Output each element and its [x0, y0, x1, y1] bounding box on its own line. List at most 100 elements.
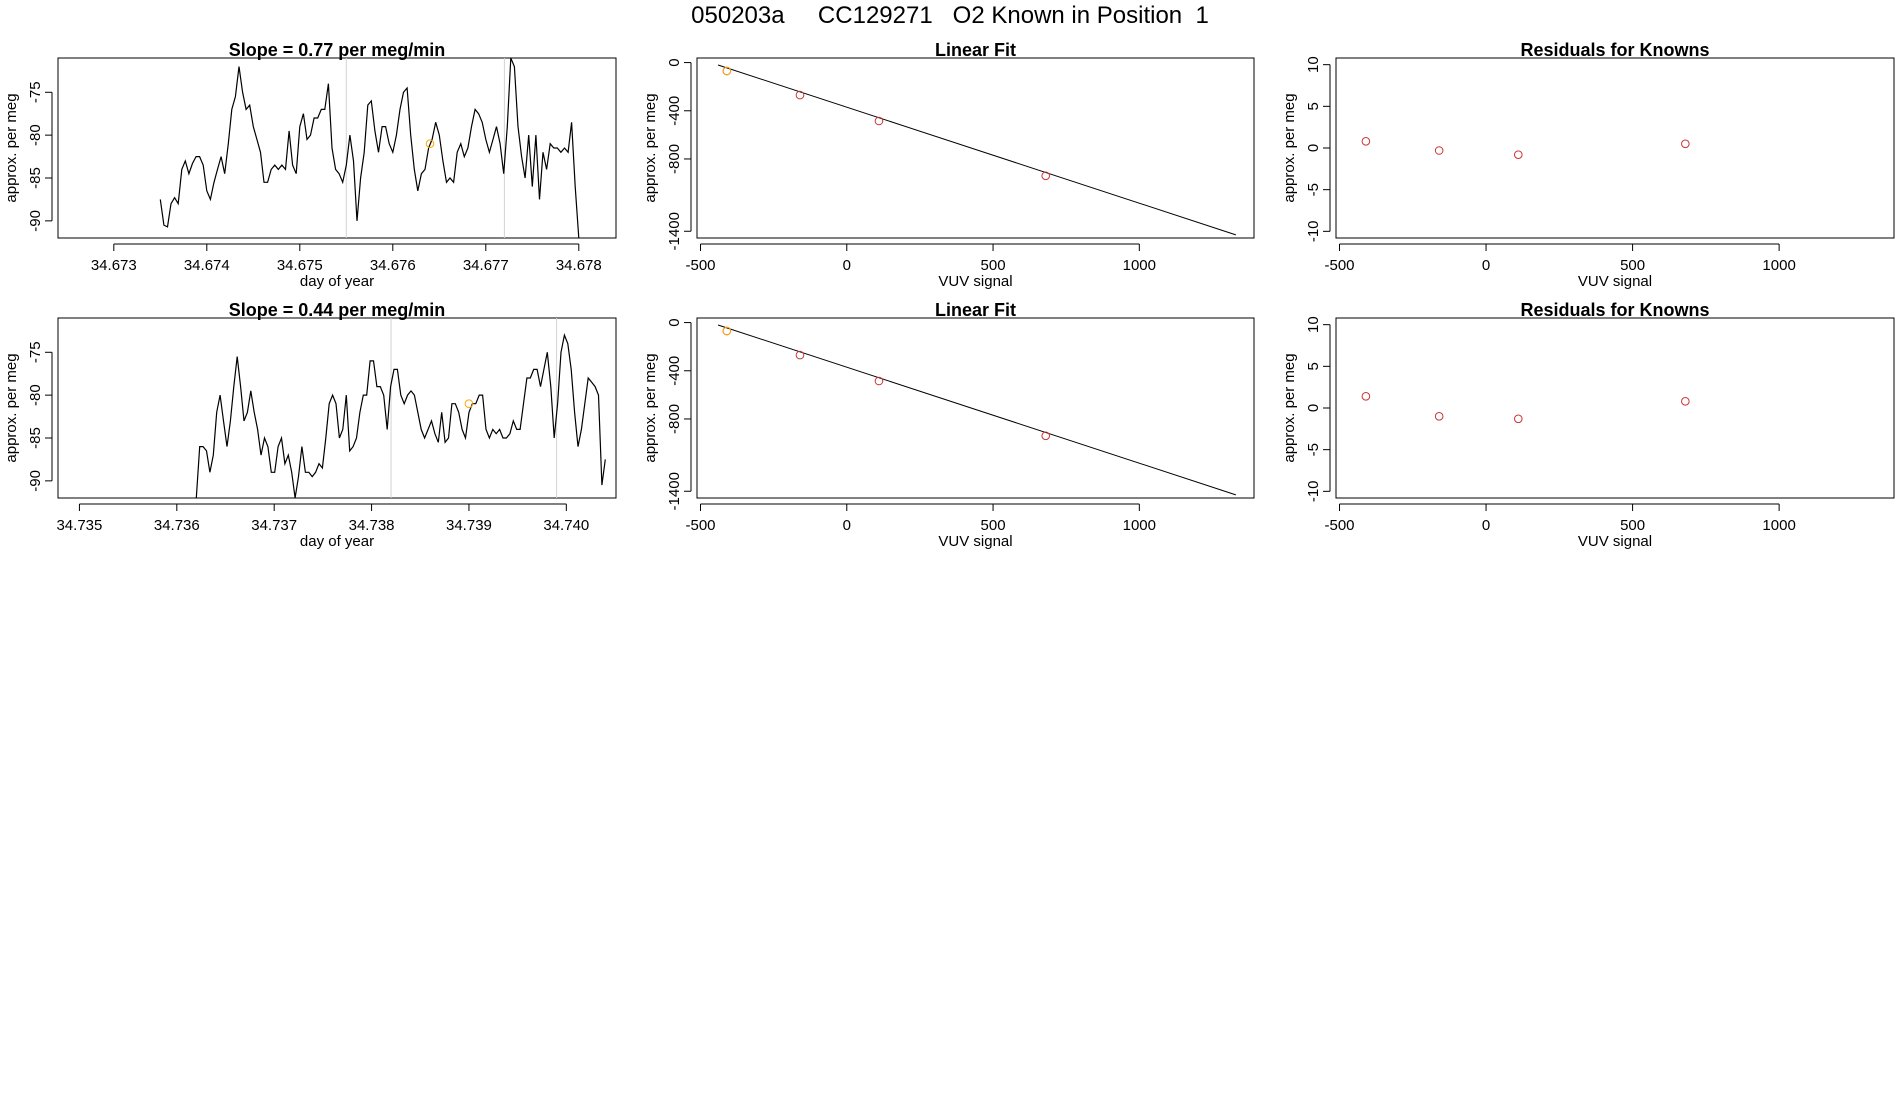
- x-tick-label: 34.737: [251, 517, 297, 534]
- x-axis-label: VUV signal: [938, 533, 1012, 550]
- y-tick-label: -400: [666, 96, 683, 126]
- y-tick-label: 0: [1305, 144, 1322, 152]
- x-tick-label: 500: [981, 257, 1006, 274]
- y-tick-label: -75: [27, 81, 44, 103]
- panel-title: Linear Fit: [935, 40, 1016, 60]
- panel-title: Slope = 0.44 per meg/min: [229, 300, 446, 320]
- x-tick-label: 1000: [1123, 257, 1156, 274]
- x-axis-label: day of year: [300, 533, 374, 550]
- y-tick-label: -80: [27, 384, 44, 406]
- x-tick-label: 0: [843, 517, 851, 534]
- x-tick-label: 34.740: [543, 517, 589, 534]
- x-tick-label: 500: [1620, 257, 1645, 274]
- data-point: [1681, 397, 1690, 406]
- y-tick-label: 0: [666, 58, 683, 66]
- x-tick-label: 500: [1620, 517, 1645, 534]
- y-tick-label: -800: [666, 404, 683, 434]
- x-tick-label: 34.673: [91, 257, 137, 274]
- data-point: [795, 90, 805, 100]
- data-point: [874, 116, 884, 126]
- y-tick-label: -800: [666, 144, 683, 174]
- x-tick-label: 34.675: [277, 257, 323, 274]
- series-line: [159, 58, 580, 238]
- data-point: [1513, 414, 1523, 424]
- y-tick-label: 0: [666, 318, 683, 326]
- panel-title: Residuals for Knowns: [1520, 40, 1709, 60]
- data-point: [874, 376, 884, 386]
- y-axis-label: approx. per meg: [3, 353, 20, 462]
- fit-line: [717, 64, 1237, 236]
- y-axis-label: approx. per meg: [642, 93, 659, 202]
- x-axis-label: VUV signal: [1578, 273, 1652, 290]
- x-tick-label: 34.738: [349, 517, 395, 534]
- data-point: [1434, 412, 1444, 421]
- plot-frame: [1335, 317, 1895, 499]
- x-axis-label: VUV signal: [938, 273, 1012, 290]
- y-tick-label: 0: [1305, 404, 1322, 412]
- x-tick-label: 34.677: [463, 257, 509, 274]
- x-tick-label: 34.736: [154, 517, 200, 534]
- y-tick-label: 10: [1305, 316, 1322, 333]
- y-axis-label: approx. per meg: [3, 93, 20, 202]
- x-tick-label: 34.676: [370, 257, 416, 274]
- y-tick-label: -85: [27, 167, 44, 189]
- data-point: [795, 350, 805, 360]
- x-tick-label: -500: [685, 517, 715, 534]
- y-tick-label: -80: [27, 124, 44, 146]
- x-tick-label: 34.678: [556, 257, 602, 274]
- y-tick-label: 5: [1305, 362, 1322, 370]
- y-tick-label: -90: [27, 210, 44, 232]
- plot-frame: [57, 317, 617, 499]
- y-axis-label: approx. per meg: [642, 353, 659, 462]
- x-tick-label: 500: [981, 517, 1006, 534]
- y-tick-label: -75: [27, 341, 44, 363]
- x-tick-label: -500: [685, 257, 715, 274]
- x-tick-label: 34.735: [56, 517, 102, 534]
- y-tick-label: -400: [666, 356, 683, 386]
- panel-title: Linear Fit: [935, 300, 1016, 320]
- y-tick-label: -85: [27, 427, 44, 449]
- plot-frame: [696, 317, 1255, 499]
- y-tick-label: -1400: [666, 472, 683, 510]
- x-tick-label: 0: [843, 257, 851, 274]
- highlight-point: [425, 139, 435, 149]
- x-tick-label: -500: [1325, 257, 1355, 274]
- data-point: [1041, 431, 1051, 441]
- plot-frame: [1335, 57, 1895, 239]
- panel-title: Slope = 0.77 per meg/min: [229, 40, 446, 60]
- y-tick-label: -1400: [666, 212, 683, 250]
- x-tick-label: 34.674: [184, 257, 230, 274]
- y-tick-label: 10: [1305, 56, 1322, 73]
- data-point: [1361, 137, 1371, 146]
- plot-frame: [57, 57, 617, 239]
- x-tick-label: 1000: [1762, 257, 1795, 274]
- fit-line: [717, 324, 1237, 496]
- figure-title: 050203a CC129271 O2 Known in Position 1: [691, 2, 1209, 29]
- y-tick-label: -10: [1305, 220, 1322, 242]
- x-axis-label: VUV signal: [1578, 533, 1652, 550]
- data-point: [1434, 146, 1444, 155]
- y-axis-label: approx. per meg: [1281, 353, 1298, 462]
- y-tick-label: 5: [1305, 102, 1322, 110]
- data-point: [1041, 171, 1051, 181]
- x-tick-label: -500: [1325, 517, 1355, 534]
- y-tick-label: -90: [27, 470, 44, 492]
- plot-frame: [696, 57, 1255, 239]
- x-tick-label: 1000: [1123, 517, 1156, 534]
- highlight-point: [722, 326, 732, 336]
- y-tick-label: -10: [1305, 480, 1322, 502]
- highlight-point: [722, 66, 732, 76]
- x-tick-label: 0: [1482, 257, 1490, 274]
- data-point: [1681, 139, 1690, 149]
- x-axis-label: day of year: [300, 273, 374, 290]
- panel-title: Residuals for Knowns: [1520, 300, 1709, 320]
- highlight-point: [464, 399, 474, 409]
- x-tick-label: 0: [1482, 517, 1490, 534]
- y-tick-label: -5: [1305, 443, 1322, 456]
- y-tick-label: -5: [1305, 183, 1322, 196]
- data-point: [1513, 150, 1523, 159]
- data-point: [1361, 392, 1371, 401]
- y-axis-label: approx. per meg: [1281, 93, 1298, 202]
- series-line: [195, 332, 606, 498]
